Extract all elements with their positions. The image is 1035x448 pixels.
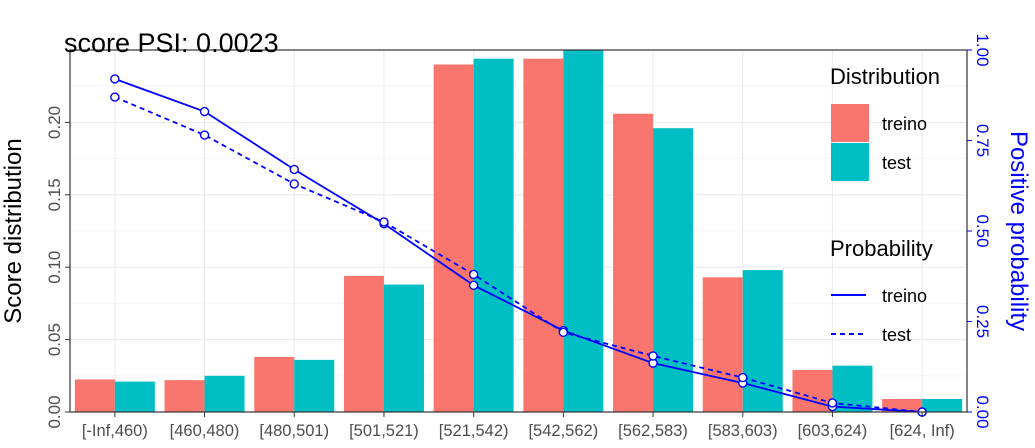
legend-label-treino-line: treino	[882, 286, 927, 306]
y-tick-label-3: 0.15	[45, 178, 64, 211]
x-tick-label-6: [562,583)	[618, 422, 688, 440]
bar-test-0	[114, 381, 155, 412]
legend-key-treino-bar	[831, 104, 869, 142]
legend-label-test-line: test	[882, 325, 911, 345]
bar-treino-5	[523, 58, 564, 413]
x-tick-label-0: [-Inf,460)	[82, 422, 148, 440]
y-axis-title: Score distribution	[0, 138, 27, 323]
y2-axis-title: Positive probability	[1005, 131, 1032, 331]
x-tick-label-2: [480,501)	[259, 422, 329, 440]
bar-treino-1	[164, 380, 205, 412]
bar-test-4	[473, 58, 514, 413]
point-treino-0	[110, 74, 120, 84]
probability-line-treino	[114, 78, 923, 413]
y2-tick-label-4: 1.00	[973, 33, 992, 66]
y2-tick-label-3: 0.75	[973, 124, 992, 157]
point-treino-4	[468, 280, 479, 290]
y-tick-label-0: 0.00	[45, 395, 64, 428]
axes: 0.00 0.05 0.10 0.15 0.20 0.00 0.25 0.50 0.75 1.00…	[45, 33, 992, 440]
bar-test-7	[742, 270, 783, 412]
y2-tick-label-1: 0.25	[973, 305, 992, 338]
legend-probability-title: Probability	[830, 236, 933, 261]
bar-treino-0	[74, 379, 115, 412]
bar-test-8	[832, 365, 873, 412]
y2-tick-label-2: 0.50	[973, 214, 992, 247]
bar-test-2	[294, 359, 335, 412]
point-treino-2	[289, 164, 299, 175]
point-test-3	[379, 217, 389, 227]
x-tick-label-5: [542,562)	[528, 422, 598, 440]
legend-distribution-title: Distribution	[830, 64, 940, 89]
bar-test-9	[922, 398, 963, 412]
point-test-1	[199, 130, 210, 140]
x-tick-label-3: [501,521)	[349, 422, 419, 440]
bar-test-5	[563, 50, 604, 412]
legend-key-test-bar	[831, 143, 869, 181]
bar-treino-3	[343, 275, 384, 412]
x-tick-label-1: [460,480)	[170, 422, 240, 440]
bar-treino-7	[702, 277, 743, 412]
bar-test-6	[653, 128, 694, 412]
point-treino-1	[199, 106, 210, 117]
legend-label-treino-bar: treino	[882, 114, 927, 134]
probability-line-test	[114, 96, 923, 413]
bar-treino-9	[882, 398, 923, 412]
y-tick-label-2: 0.10	[45, 251, 64, 284]
x-tick-label-8: [603,624)	[798, 422, 868, 440]
point-test-2	[289, 179, 299, 189]
bar-test-3	[383, 284, 424, 412]
y-tick-label-1: 0.05	[45, 323, 64, 356]
point-test-5	[558, 327, 569, 338]
bar-treino-4	[433, 64, 474, 412]
y-tick-label-4: 0.20	[45, 106, 64, 139]
probability-lines	[110, 74, 927, 417]
legend-label-test-bar: test	[882, 153, 911, 173]
bar-treino-2	[254, 356, 295, 412]
point-test-0	[110, 92, 120, 102]
bar-treino-6	[613, 113, 654, 412]
point-test-4	[468, 269, 479, 280]
x-tick-label-4: [521,542)	[439, 422, 509, 440]
x-tick-label-9: [624, Inf)	[890, 422, 955, 440]
chart-title: score PSI: 0.0023	[64, 28, 279, 58]
bar-test-1	[204, 375, 245, 412]
point-test-6	[648, 351, 658, 361]
y2-tick-label-0: 0.00	[973, 395, 992, 428]
point-test-7	[738, 372, 748, 383]
x-tick-label-7: [583,603)	[708, 422, 778, 440]
point-test-8	[827, 398, 838, 408]
legend: Distribution treino test Probability tre…	[830, 64, 940, 345]
